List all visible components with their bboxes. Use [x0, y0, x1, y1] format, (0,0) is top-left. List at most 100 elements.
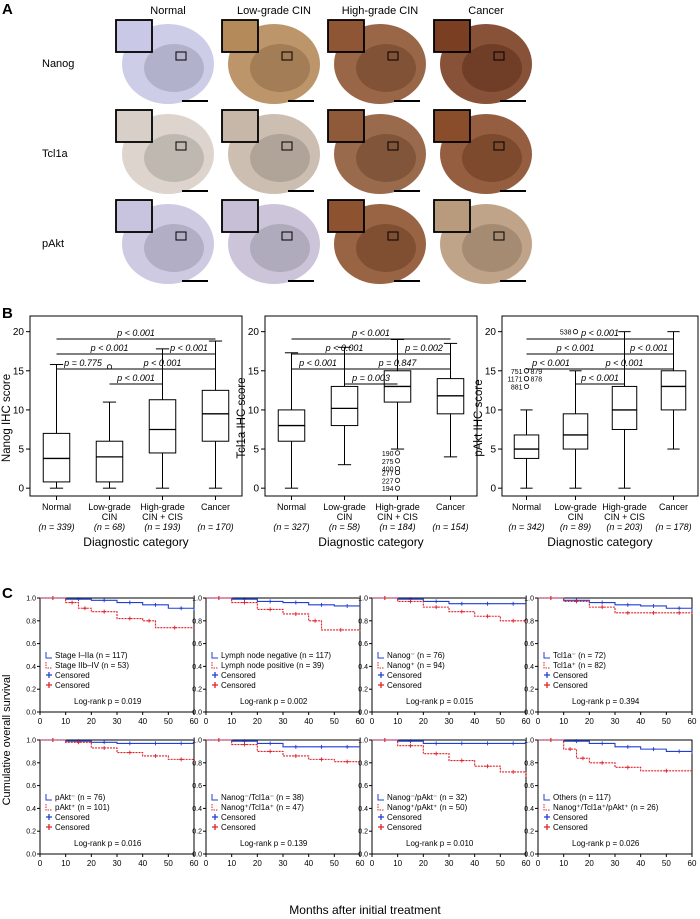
km-x-tick-label: 50	[164, 717, 173, 726]
censor-mark	[408, 743, 413, 748]
logrank-p-value: Log-rank p = 0.015	[406, 697, 474, 706]
legend-entry: Lymph node positive (n = 39)	[221, 661, 324, 670]
legend-entry: pAkt⁻ (n = 76)	[55, 793, 106, 802]
legend-censor-swatch	[46, 814, 52, 820]
legend-censor-swatch	[212, 824, 218, 830]
km-y-tick-label: 0.0	[192, 852, 202, 859]
sample-size-label: (n = 203)	[606, 522, 642, 532]
survival-curve-group2	[538, 597, 693, 614]
ihc-column-header: High-grade CIN	[342, 5, 418, 17]
y-tick-label: 20	[248, 327, 260, 338]
legend-censor-swatch	[46, 672, 52, 678]
legend-entry: Nanog⁺/pAkt⁺ (n = 50)	[387, 803, 468, 812]
km-y-tick-label: 1.0	[524, 738, 534, 745]
inset-region-box	[493, 141, 505, 151]
ihc-column-header: Cancer	[468, 5, 504, 17]
km-x-tick-label: 60	[356, 717, 365, 726]
km-y-tick-label: 0.2	[524, 829, 534, 836]
legend-line-swatch	[377, 662, 384, 669]
km-y-tick-label: 0.6	[524, 641, 534, 648]
km-y-axis-label: Cumulative overall survival	[1, 675, 13, 806]
y-tick-label: 15	[248, 366, 260, 377]
tissue-core-texture	[250, 224, 310, 272]
km-y-tick-label: 0.0	[358, 852, 368, 859]
p-value-label: p < 0.001	[531, 358, 570, 368]
censor-mark	[600, 605, 605, 610]
legend-censor-swatch	[212, 814, 218, 820]
p-value-label: p = 0.002	[404, 343, 443, 353]
x-axis-label: Diagnostic category	[318, 535, 423, 549]
km-x-tick-label: 30	[611, 717, 620, 726]
km-x-tick-label: 20	[87, 859, 96, 868]
km-x-tick-label: 30	[113, 859, 122, 868]
box-iqr	[42, 432, 71, 483]
ihc-column-header: Normal	[150, 5, 185, 17]
legend-censor-swatch	[378, 682, 384, 688]
p-value-label: p = 0.003	[351, 373, 390, 383]
tissue-core-texture	[144, 134, 204, 182]
censor-mark	[511, 769, 516, 774]
legend-line-swatch	[211, 804, 218, 811]
km-y-tick-label: 0.4	[26, 806, 36, 813]
x-tick-label-line2: CIN + CIS	[377, 512, 418, 522]
inset-region-box	[281, 51, 293, 61]
inset-region-box	[175, 51, 187, 61]
legend-censor-swatch	[544, 672, 550, 678]
x-tick-label: Normal	[277, 502, 306, 512]
p-value-label: p < 0.001	[325, 343, 364, 353]
km-x-tick-label: 20	[87, 717, 96, 726]
censor-mark	[408, 739, 413, 744]
sample-size-label: (n = 89)	[560, 522, 591, 532]
x-tick-label-line2: CIN + CIS	[142, 512, 183, 522]
ihc-row-label: Tcl1a	[42, 148, 69, 160]
inset-region-box	[281, 231, 293, 241]
km-y-tick-label: 0.4	[192, 664, 202, 671]
tissue-core-texture	[462, 224, 522, 272]
x-tick-label: Cancer	[436, 502, 465, 512]
legend-censored-label: Censored	[221, 671, 256, 680]
km-x-tick-label: 40	[470, 717, 479, 726]
outlier-label: 1171	[507, 377, 522, 384]
censor-mark	[242, 600, 247, 605]
km-x-tick-label: 30	[113, 717, 122, 726]
km-x-tick-label: 10	[227, 859, 236, 868]
box-iqr	[148, 399, 177, 454]
censor-mark	[153, 602, 158, 607]
legend-line-swatch	[377, 794, 384, 801]
survival-curve-group2	[40, 597, 194, 629]
legend-entry: Lymph node negative (n = 117)	[221, 651, 331, 660]
km-x-tick-label: 0	[38, 717, 43, 726]
survival-curve-group2	[372, 597, 527, 624]
panel-label-c: C	[2, 585, 13, 602]
censor-mark	[580, 756, 585, 761]
magnified-inset	[327, 109, 365, 143]
km-x-tick-label: 0	[536, 717, 541, 726]
tissue-core-texture	[144, 224, 204, 272]
censor-mark	[127, 750, 132, 755]
logrank-p-value: Log-rank p = 0.010	[406, 839, 474, 848]
km-y-tick-label: 0.4	[524, 806, 534, 813]
outlier-label: 190	[382, 451, 394, 458]
km-x-axis-label: Months after initial treatment	[289, 903, 441, 917]
censor-mark	[82, 606, 87, 611]
tissue-core-texture	[462, 44, 522, 92]
legend-censor-swatch	[212, 682, 218, 688]
outlier-point	[572, 329, 579, 335]
legend-line-swatch	[211, 662, 218, 669]
tissue-core-texture	[356, 224, 416, 272]
legend-entry: Tcl1a⁻ (n = 72)	[553, 651, 606, 660]
km-x-tick-label: 20	[419, 859, 428, 868]
ihc-row-label: Nanog	[42, 58, 74, 70]
sample-size-label: (n = 193)	[144, 522, 180, 532]
legend-line-swatch	[543, 794, 550, 801]
censor-mark	[434, 599, 439, 604]
censor-mark	[382, 738, 387, 742]
km-y-tick-label: 0.8	[358, 618, 368, 625]
censor-mark	[625, 765, 630, 770]
tissue-core-texture	[250, 44, 310, 92]
km-x-tick-label: 50	[662, 859, 671, 868]
tissue-core-texture	[356, 134, 416, 182]
p-value-label: p = 0.847	[378, 358, 418, 368]
censor-mark	[625, 602, 630, 607]
